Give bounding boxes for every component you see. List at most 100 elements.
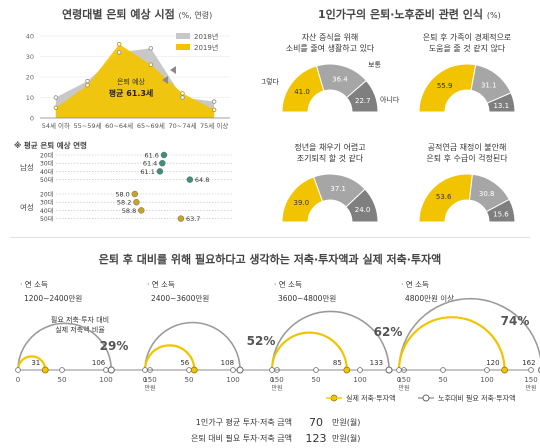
actual-marker: [343, 366, 351, 374]
dot-row-label: 30대: [40, 199, 53, 207]
actual-marker: [41, 366, 49, 374]
age-xtick: 65~69세: [137, 121, 165, 130]
axis-tick-label: 0: [16, 376, 20, 384]
gauge-value: 53.6: [436, 193, 452, 201]
avg-age-value: 63.7: [186, 215, 200, 223]
actual-marker: [501, 366, 508, 374]
legend-label-2019: 2019년: [194, 43, 218, 52]
point-2019: [180, 91, 185, 96]
gauge-value: 37.1: [330, 185, 346, 193]
income-prefix: · 연 소득: [147, 280, 175, 289]
avg-age-dot: [133, 199, 140, 206]
point-2018: [148, 46, 154, 51]
income-range: 2400~3600만원: [151, 294, 209, 303]
actual-arc: [16, 355, 47, 371]
point-2019: [53, 105, 59, 110]
gauge-value: 22.7: [355, 97, 371, 105]
age-ytick: 10: [26, 94, 34, 102]
point-2019: [148, 62, 154, 67]
age-unit-text: (%, 연령): [178, 11, 213, 20]
callout-line1: 은퇴 예상: [117, 77, 146, 86]
age-xtick: 54세 이하: [42, 121, 70, 130]
summary-unit: 만원(월): [332, 433, 360, 443]
gauge-question: 도움을 줄 것 같지 않다: [429, 43, 506, 53]
summary-value: 123: [306, 432, 327, 445]
avg-age-value: 58.0: [115, 191, 129, 199]
legend-swatch-2019: [176, 44, 190, 50]
axis-tick-marker: [396, 367, 402, 373]
axis-tick-marker: [269, 367, 275, 373]
gauge-value: 13.1: [493, 102, 509, 110]
age-chart-title: 연령대별 은퇴 예상 시점 (%, 연령): [62, 6, 212, 22]
group-female-label: 여성: [20, 202, 34, 212]
axis-tick-marker: [186, 367, 192, 373]
legend-agree-label: 그렇다: [262, 77, 280, 86]
legend-needed-label: 노후대비 필요 저축·투자액: [438, 394, 516, 403]
needed-value: 106: [92, 359, 106, 367]
gauge-question: 정년을 채우기 어렵고: [294, 142, 365, 152]
age-area-chart: 0 10 20 30 40 54세 이하 55~59세 60~64세 65~69세 70~74세 7…: [26, 32, 230, 130]
point-2019: [85, 83, 90, 88]
gauge-question: 은퇴 후 가족이 경제적으로: [423, 32, 512, 42]
ratio-percent: 62%: [374, 325, 403, 339]
gauge-question: 공적연금 재정이 불안해: [428, 142, 507, 152]
actual-arc: [270, 331, 348, 371]
point-2018: [180, 95, 185, 100]
needed-arc: [144, 321, 241, 371]
axis-tick-label: 0: [397, 376, 401, 384]
callout-line2: 평균 61.3세: [109, 88, 154, 98]
axis-tick-label: 50: [439, 376, 448, 384]
avg-age-dot: [160, 151, 168, 159]
ratio-percent: 74%: [501, 314, 530, 328]
axis-tick-label: 150: [143, 376, 156, 384]
ratio-note: 실제 저축액 비율: [55, 325, 105, 334]
gauge-value: 30.8: [479, 190, 495, 198]
axis-tick-label: 0: [270, 376, 274, 384]
actual-value: 120: [486, 359, 499, 367]
income-range: 3600~4800만원: [278, 294, 336, 303]
gauge-slice: [418, 63, 477, 113]
actual-value: 85: [333, 359, 342, 367]
actual-arc: [397, 316, 506, 371]
ratio-percent: 52%: [247, 334, 276, 348]
needed-marker: [385, 366, 393, 374]
axis-tick-marker: [103, 367, 109, 373]
needed-arc: [17, 322, 113, 371]
summary-unit: 만원(월): [332, 417, 360, 427]
avg-age-value: 58.2: [117, 199, 131, 207]
axis-tick-marker: [142, 367, 148, 373]
summary-label: 1인가구 평균 투자·저축 금액: [196, 417, 292, 427]
avg-age-dot: [156, 168, 164, 175]
legend-disagree-label: 아니다: [380, 95, 400, 104]
gauge-slice: [345, 188, 379, 223]
age-xtick: 70~74세: [169, 121, 197, 130]
gauge-question: 조기퇴직 할 것 같다: [297, 153, 364, 163]
point-2018: [85, 78, 90, 84]
avg-age-table-title: ※ 평균 은퇴 예상 연령: [14, 141, 87, 150]
axis-tick-label: 100: [99, 376, 112, 384]
summary-value: 70: [309, 416, 323, 429]
area-2019: [55, 44, 215, 119]
axis-tick-marker: [15, 367, 21, 373]
gauge-value: 55.9: [437, 82, 453, 90]
ratio-percent: 29%: [100, 339, 129, 353]
perception-title: 1인가구의 은퇴·노후준비 관련 인식 (%): [318, 6, 501, 22]
axis-tick-marker: [313, 367, 319, 373]
avg-age-value: 61.4: [143, 160, 157, 168]
axis-tick-marker: [440, 367, 446, 373]
gauge-slice: [486, 92, 516, 113]
point-2019: [211, 107, 217, 112]
gauge-value: 15.6: [493, 211, 509, 219]
point-2018: [211, 99, 217, 104]
dot-row-label: 50대: [40, 215, 53, 223]
age-ytick: 30: [26, 53, 34, 61]
dot-row-label: 40대: [40, 168, 53, 176]
axis-tick-marker: [528, 367, 534, 373]
dot-row-label: 20대: [40, 152, 53, 160]
needed-marker: [236, 366, 244, 374]
summary-label: 은퇴 대비 필요 투자·저축 금액: [191, 433, 292, 443]
axis-tick-marker: [357, 367, 363, 373]
needed-arc: [398, 297, 540, 371]
